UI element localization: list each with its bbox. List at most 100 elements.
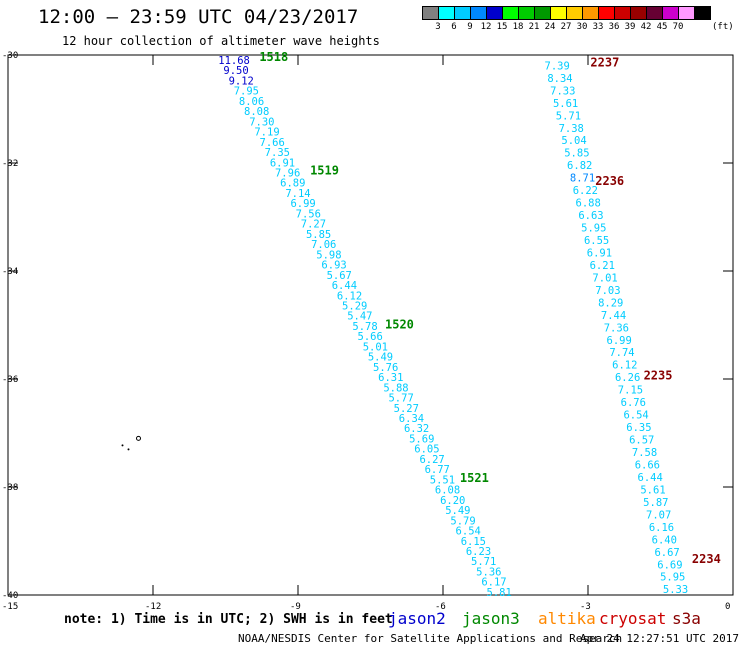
wave-height-value: 6.26 (615, 372, 640, 384)
mission-label-s3a: s3a (672, 609, 701, 628)
wave-height-value: 6.15 (461, 536, 486, 548)
lat-tick-label: -32 (2, 159, 18, 169)
wave-height-value: 8.71 (570, 173, 595, 185)
legend-label: 9 (467, 22, 473, 32)
wave-height-value: 6.31 (378, 372, 403, 384)
wave-height-value: 7.95 (234, 86, 259, 98)
pass-number-label: 1521 (460, 471, 489, 485)
wave-height-value: 6.34 (399, 413, 424, 425)
wave-height-value: 6.05 (414, 444, 439, 456)
wave-height-value: 7.66 (260, 137, 285, 149)
legend-label: 30 (576, 22, 588, 32)
wave-height-value: 5.76 (373, 362, 398, 374)
wave-height-value: 7.96 (275, 168, 300, 180)
wave-height-value: 6.21 (590, 260, 615, 272)
wave-height-value: 5.01 (363, 341, 388, 353)
wave-height-value: 5.61 (640, 484, 665, 496)
wave-height-value: 7.39 (545, 60, 570, 72)
wave-height-value: 7.38 (559, 123, 584, 135)
wave-height-value: 8.06 (239, 96, 264, 108)
wave-height-value: 7.01 (592, 272, 617, 284)
wave-height-value: 6.66 (635, 459, 660, 471)
wave-height-value: 5.04 (561, 135, 586, 147)
lat-tick-label: -34 (2, 267, 18, 277)
legend-label: 24 (544, 22, 556, 32)
wave-height-value: 6.91 (587, 247, 612, 259)
wave-height-value: 5.77 (388, 393, 413, 405)
lon-tick-label: -3 (580, 602, 591, 612)
legend-label: 6 (451, 22, 457, 32)
wave-height-value: 6.40 (652, 534, 677, 546)
wave-height-value: 7.03 (595, 285, 620, 297)
wave-height-value: 5.51 (430, 474, 455, 486)
pass-number-label: 2235 (644, 369, 673, 383)
wave-height-value: 9.12 (229, 75, 254, 87)
wave-height-value: 7.27 (301, 219, 326, 231)
wave-height-value: 6.77 (425, 464, 450, 476)
wave-height-value: 8.08 (244, 106, 269, 118)
wave-height-value: 7.74 (609, 347, 634, 359)
lon-tick-label: -15 (2, 602, 18, 612)
wave-height-value: 6.67 (654, 547, 679, 559)
island-marker (121, 444, 124, 447)
note-text: note: 1) Time is in UTC; 2) SWH is in fe… (64, 612, 393, 627)
lon-tick-label: -6 (435, 602, 446, 612)
wave-height-value: 6.44 (638, 472, 663, 484)
mission-label-jason2: jason2 (388, 609, 446, 628)
legend-label: 27 (560, 22, 572, 32)
wave-height-value: 6.99 (607, 335, 632, 347)
wave-height-value: 11.68 (218, 55, 250, 67)
wave-height-value: 6.17 (481, 577, 506, 589)
wave-height-value: 5.66 (358, 331, 383, 343)
color-scale-legend (422, 6, 711, 20)
wave-height-value: 5.49 (445, 505, 470, 517)
pass-number-label: 1519 (310, 163, 339, 177)
wave-height-value: 6.32 (404, 423, 429, 435)
legend-label: 12 (480, 22, 492, 32)
wave-height-value: 5.98 (316, 249, 341, 261)
wave-height-value: 5.85 (564, 148, 589, 160)
wave-height-value: 6.23 (466, 546, 491, 558)
wave-height-value: 6.16 (649, 522, 674, 534)
wave-height-value: 6.89 (280, 178, 305, 190)
wave-height-value: 6.27 (419, 454, 444, 466)
footer-agency: NOAA/NESDIS Center for Satellite Applica… (238, 632, 623, 645)
pass-number-label: 2236 (595, 174, 624, 188)
wave-height-value: 6.91 (270, 157, 295, 169)
lon-tick-label: -9 (290, 602, 301, 612)
legend-label: 18 (512, 22, 524, 32)
wave-height-value: 5.95 (660, 572, 685, 584)
wave-height-value: 5.88 (383, 382, 408, 394)
wave-height-value: 7.07 (646, 509, 671, 521)
wave-height-value: 5.67 (327, 270, 352, 282)
wave-height-value: 6.93 (321, 260, 346, 272)
wave-height-value: 5.81 (487, 587, 512, 599)
legend-unit: (ft) (712, 22, 734, 32)
wave-height-value: 5.61 (553, 98, 578, 110)
wave-height-value: 6.99 (290, 198, 315, 210)
wave-height-value: 8.29 (598, 297, 623, 309)
wave-height-value: 5.87 (643, 497, 668, 509)
mission-label-jason3: jason3 (462, 609, 520, 628)
wave-height-value: 5.79 (450, 515, 475, 527)
wave-height-value: 7.36 (604, 322, 629, 334)
wave-height-value: 7.56 (296, 208, 321, 220)
legend-label: 70 (672, 22, 684, 32)
legend-label: 33 (592, 22, 604, 32)
lat-tick-label: -40 (2, 591, 18, 601)
legend-label: 36 (608, 22, 620, 32)
map-frame (7, 54, 734, 596)
wave-height-value: 7.15 (618, 385, 643, 397)
pass-number-label: 2237 (590, 55, 619, 69)
legend-label: 15 (496, 22, 508, 32)
wave-height-value: 7.35 (265, 147, 290, 159)
wave-height-value: 7.14 (285, 188, 310, 200)
page-subtitle: 12 hour collection of altimeter wave hei… (62, 34, 380, 48)
wave-height-value: 6.20 (440, 495, 465, 507)
wave-height-value: 7.19 (254, 127, 279, 139)
wave-height-value: 6.57 (629, 435, 654, 447)
pass-number-label: 2234 (692, 552, 721, 566)
wave-height-value: 6.69 (657, 559, 682, 571)
wave-height-value: 6.63 (578, 210, 603, 222)
